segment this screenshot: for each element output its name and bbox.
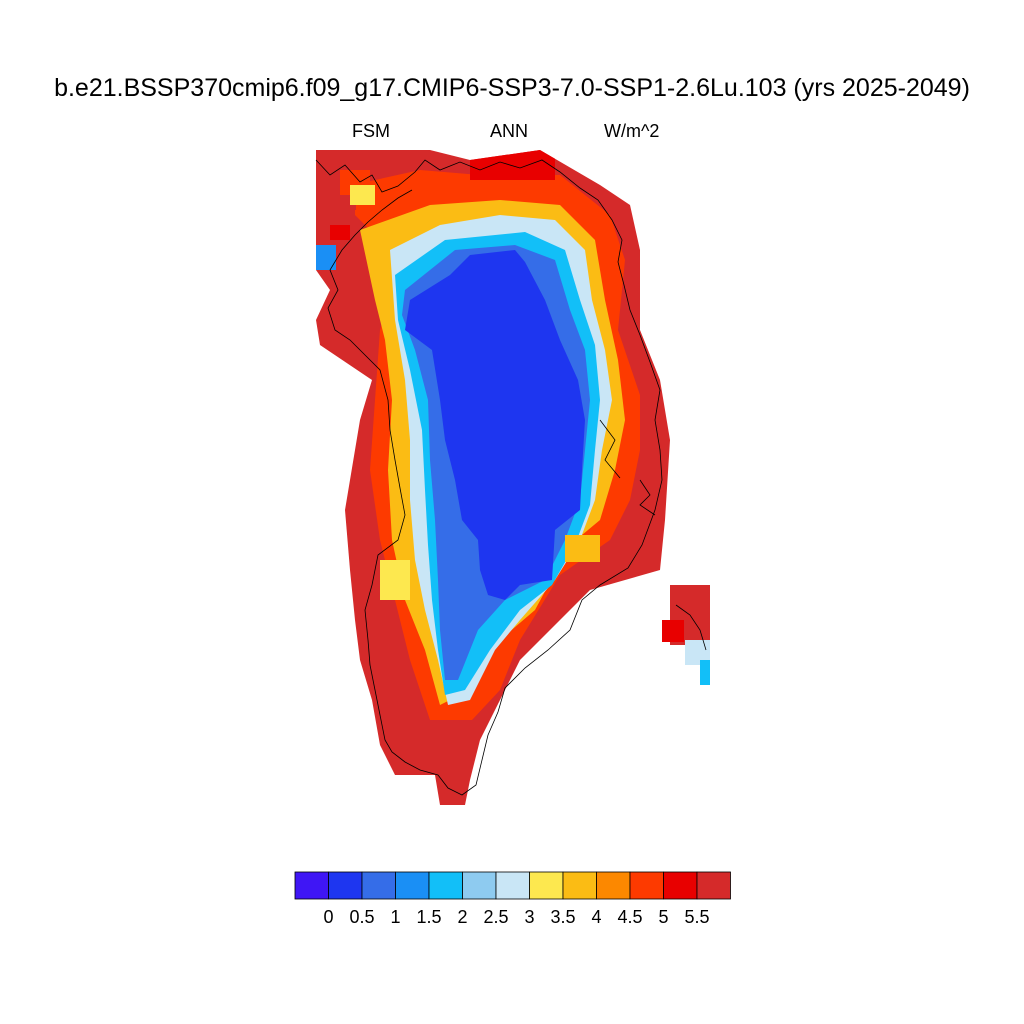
colorbar-swatch: [462, 871, 497, 900]
colorbar-swatch: [696, 871, 731, 900]
colorbar-swatch: [361, 871, 396, 900]
colorbar-tick-label: 5.5: [684, 907, 709, 927]
colorbar-swatch: [328, 871, 363, 900]
ice-sheet-interior: [405, 250, 585, 600]
colorbar-tick-label: 0: [323, 907, 333, 927]
colorbar-swatch: [428, 871, 463, 900]
colorbar-tick-label: 2.5: [483, 907, 508, 927]
colorbar-tick-label: 3: [524, 907, 534, 927]
colorbar-swatch: [663, 871, 698, 900]
colorbar-tick-label: 0.5: [349, 907, 374, 927]
colorbar-tick-label: 3.5: [550, 907, 575, 927]
colorbar-swatch: [562, 871, 597, 900]
colorbar-swatch: [294, 871, 329, 900]
colorbar-tick-label: 4.5: [617, 907, 642, 927]
season-label: ANN: [490, 121, 529, 141]
ice-field: [316, 150, 670, 805]
plot-title: b.e21.BSSP370cmip6.f09_g17.CMIP6-SSP3-7.…: [54, 74, 970, 102]
units-label: W/m^2: [604, 121, 660, 141]
northwest-fragments: [316, 150, 375, 270]
coastline: [315, 159, 707, 796]
colorbar-swatch: [495, 871, 530, 900]
colorbar-swatch: [629, 871, 664, 900]
colorbar-tick-label: 1: [390, 907, 400, 927]
colorbar-tick-label: 1.5: [416, 907, 441, 927]
colorbar-swatch: [596, 871, 631, 900]
colorbar-tick-label: 2: [457, 907, 467, 927]
southeast-island: [662, 585, 710, 685]
warm-patch: [565, 535, 600, 562]
colorbar-tick-label: 4: [591, 907, 601, 927]
colorbar-swatch: [529, 871, 564, 900]
colorbar-swatch: [395, 871, 430, 900]
colorbar-tick-label: 5: [658, 907, 668, 927]
variable-label: FSM: [352, 121, 390, 141]
warm-patch: [380, 560, 410, 600]
